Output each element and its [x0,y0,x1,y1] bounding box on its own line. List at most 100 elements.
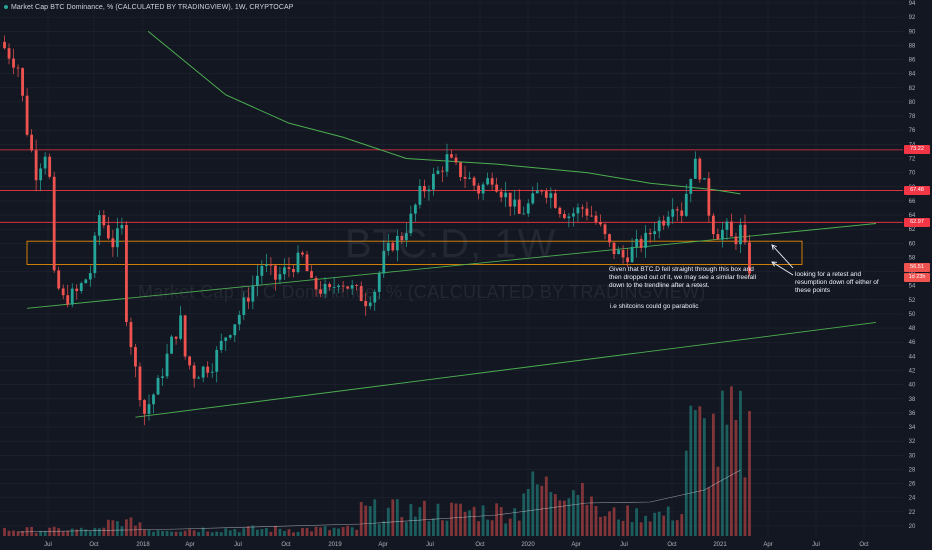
volume-bar [156,530,160,536]
volume-bar [504,523,508,536]
x-tick-label: Jul [234,542,242,548]
volume-bar [725,424,729,536]
candle-body [161,376,164,378]
volume-bar [210,532,214,536]
volume-bar [395,499,399,536]
volume-bar [454,503,458,536]
candle-body [373,291,377,303]
candle-body [535,190,539,194]
candle-body [75,288,79,292]
candle-body [427,189,431,192]
volume-bar [441,520,444,536]
candle-body [70,288,74,305]
x-tick-label: Apr [185,542,194,548]
candle-body [30,134,34,151]
y-tick-label: 78 [909,114,916,120]
chart-title: Market Cap BTC Dominance, % (CALCULATED … [4,4,294,11]
x-tick-label: Jul [426,542,434,548]
candles [3,35,751,426]
candle-body [590,215,593,217]
volume-bar [621,520,625,536]
candle-body [662,220,666,226]
time-axis[interactable]: Jul Oct 2018 Apr Jul Oct 2019 Apr Jul Oct 2020 Apr J… [44,542,869,548]
candle-body [698,158,702,180]
trendline [135,322,876,418]
candle-body [748,242,751,274]
y-tick-label: 58 [909,255,916,261]
candle-body [436,170,440,174]
volume-bar [120,526,124,536]
candle-body [395,235,399,251]
price-axis[interactable]: 20 22 24 26 28 30 32 34 36 38 40 42 44 46 48 50 52 54 56 58… [909,1,916,530]
volume-bar [305,527,309,536]
candle-body [269,264,273,266]
candle-body [702,178,706,180]
y-tick-label: 56 [909,270,916,276]
price-tag: 73.22 [904,145,930,155]
candle-body [680,210,684,216]
x-tick-label: Jul [44,542,52,548]
volume-bar [490,520,494,536]
candle-body [522,213,526,215]
volume-bar [748,411,751,536]
price-tag: 67.48 [904,185,930,195]
x-tick-label: Jul [812,542,820,548]
y-tick-label: 84 [909,72,916,78]
volume-bar [332,527,336,536]
volume-bar [432,518,435,536]
y-tick-label: 82 [909,86,916,92]
volume-bar [698,406,702,536]
candle-body [88,273,92,280]
candle-body [296,252,300,273]
x-tick-label: Apr [378,542,387,548]
y-tick-label: 24 [909,496,916,502]
annotation-sub: i.e shitcoins could go parabolic [610,303,699,310]
price-tag: 1d 23h [904,272,930,282]
volume-bar [79,527,83,536]
volume-bar [567,498,571,536]
candle-body [432,173,435,190]
price-tag: 56.51 [904,263,930,273]
volume-bar [400,517,404,536]
y-tick-label: 38 [909,397,916,403]
volume-bar [237,532,241,536]
volume-bar [644,515,648,536]
volume-bar [292,532,295,536]
candle-body [16,67,20,69]
volume-bar [138,522,142,536]
y-tick-label: 20 [909,524,916,530]
y-tick-label: 30 [909,453,916,459]
candle-body [585,208,589,216]
volume-bar [513,508,517,536]
candle-body [576,207,580,214]
volume-bar [201,527,205,536]
volume-bar [16,531,20,536]
annotation-arrow [771,261,794,276]
candle-body [48,156,52,177]
candle-body [93,235,97,274]
volume-bar [553,494,557,536]
volume-bar [526,488,530,536]
x-tick-label: Oct [667,542,677,548]
candle-body [404,233,408,241]
candle-body [12,58,15,68]
candle-body [599,222,602,225]
volume-bar [246,526,250,536]
candle-body [66,295,70,305]
candle-body [314,277,318,290]
candle-body [540,190,544,192]
candle-body [400,235,404,241]
price-tag: 62.97 [904,217,930,227]
volume-bar [626,505,629,536]
candle-body [242,297,246,315]
candle-body [441,170,444,172]
candle-body [513,199,517,207]
candle-body [359,285,363,301]
volume-bar [477,521,480,536]
candle-body [648,232,652,235]
y-tick-label: 26 [909,482,916,488]
candle-body [292,268,295,273]
volume-bar [707,487,711,536]
volume-bar [251,525,255,536]
